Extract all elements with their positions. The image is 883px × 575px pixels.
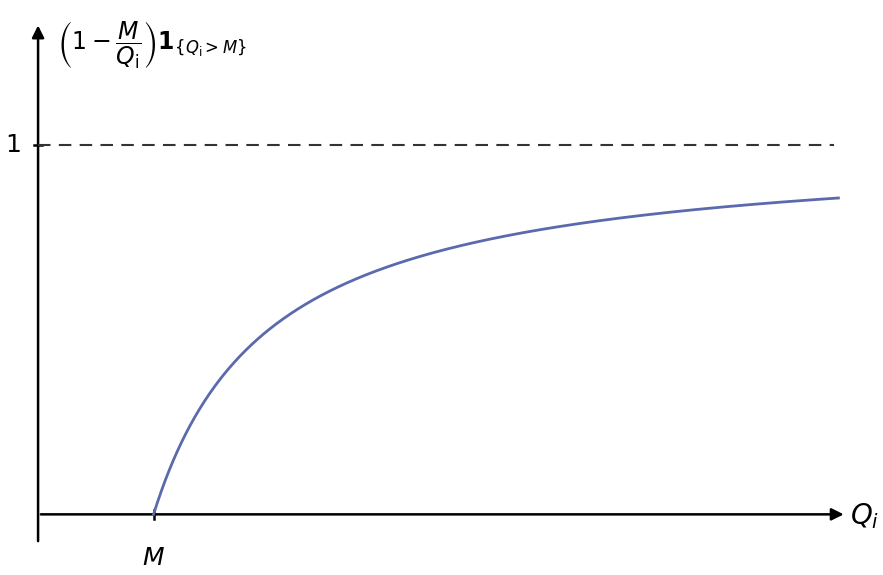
Text: M: M (143, 546, 164, 570)
Text: 1: 1 (5, 133, 21, 156)
Text: $Q_i$: $Q_i$ (850, 501, 879, 531)
Text: $\left(1-\dfrac{M}{Q_{\mathrm{i}}}\right)\mathbf{1}_{\{Q_{\mathrm{i}}>M\}}$: $\left(1-\dfrac{M}{Q_{\mathrm{i}}}\right… (57, 19, 247, 71)
